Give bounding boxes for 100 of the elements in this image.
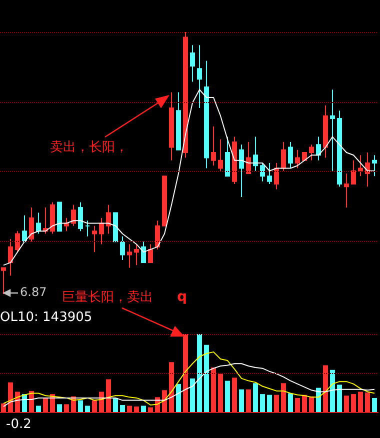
annotation: 卖出，长阳， <box>50 140 128 155</box>
candlestick <box>155 220 160 250</box>
bar <box>274 394 279 412</box>
candlestick <box>8 238 13 276</box>
bar <box>190 378 195 412</box>
candlestick <box>106 204 111 234</box>
bar <box>64 404 69 412</box>
candlestick <box>176 92 181 150</box>
candlestick <box>57 202 62 232</box>
candlestick <box>134 244 139 266</box>
candlestick <box>127 244 132 268</box>
bar <box>239 389 244 412</box>
candlestick <box>197 44 202 108</box>
bar <box>134 406 139 412</box>
bar <box>183 334 188 412</box>
bar <box>225 380 230 412</box>
candlestick <box>344 172 349 208</box>
bar <box>288 393 293 412</box>
bar <box>246 389 251 412</box>
candlestick <box>330 89 335 172</box>
candlestick <box>246 142 251 174</box>
bar <box>351 394 356 412</box>
bar <box>316 388 321 412</box>
bar <box>162 390 167 412</box>
bar <box>253 383 258 412</box>
bar <box>260 394 265 412</box>
candlestick <box>36 212 41 234</box>
candlestick <box>358 154 363 177</box>
candlestick <box>71 204 76 226</box>
candlestick <box>323 104 328 158</box>
bar <box>232 378 237 412</box>
candlestick <box>183 32 188 158</box>
candlestick <box>274 162 279 190</box>
bar <box>309 396 314 412</box>
bar <box>323 365 328 412</box>
bar <box>302 394 307 412</box>
bar <box>330 370 335 412</box>
candlestick <box>190 44 195 82</box>
candlestick <box>295 149 300 169</box>
annotation: 6.87 <box>20 285 47 299</box>
bar <box>267 394 272 412</box>
bar <box>358 392 363 412</box>
bar <box>43 398 48 412</box>
candlestick <box>148 244 153 264</box>
candlestick <box>288 142 293 169</box>
candlestick <box>1 267 6 294</box>
bar <box>211 368 216 412</box>
candlestick <box>225 136 230 177</box>
bar <box>113 398 118 412</box>
candlestick <box>337 110 342 188</box>
annotation: 巨量长阳，卖出 <box>62 290 153 305</box>
candlestick <box>85 220 90 237</box>
bar <box>1 403 6 412</box>
candlestick <box>239 144 244 198</box>
candlestick <box>22 214 27 242</box>
candlestick <box>211 126 216 166</box>
bar <box>176 384 181 412</box>
candlestick <box>78 202 83 232</box>
candlestick <box>316 136 321 161</box>
bar <box>365 392 370 412</box>
candlestick <box>50 202 55 234</box>
candlestick <box>92 225 97 253</box>
bar <box>169 362 174 412</box>
bar <box>120 404 125 412</box>
candlestick <box>204 60 209 169</box>
bar <box>127 406 132 412</box>
candlestick <box>253 136 258 172</box>
candlestick <box>141 241 146 264</box>
bar <box>281 383 286 412</box>
bar <box>197 334 202 412</box>
annotation: q <box>177 289 188 305</box>
bar <box>106 379 111 412</box>
bar <box>218 374 223 412</box>
bar <box>344 396 349 412</box>
bar <box>57 404 62 412</box>
candlestick <box>365 152 370 188</box>
bar <box>204 344 209 412</box>
text: -0.2 <box>6 417 32 432</box>
bar <box>92 400 97 412</box>
bar <box>85 406 90 412</box>
bar <box>78 400 83 412</box>
candlestick <box>29 207 34 242</box>
bar <box>337 384 342 412</box>
bar <box>141 406 146 412</box>
candlestick <box>309 144 314 161</box>
bar <box>148 407 153 412</box>
bar <box>36 406 41 412</box>
candlestick <box>267 162 272 184</box>
candlestick <box>218 138 223 172</box>
bar <box>372 398 377 412</box>
text: OL10: 143905 <box>0 310 92 325</box>
candlestick <box>113 212 118 242</box>
candlestick <box>232 136 237 184</box>
bar <box>295 398 300 412</box>
candlestick <box>99 218 104 245</box>
candlestick <box>162 176 167 226</box>
candlestick <box>302 152 307 161</box>
bar <box>8 382 13 412</box>
candlestick <box>351 160 356 184</box>
candlestick <box>120 236 125 260</box>
